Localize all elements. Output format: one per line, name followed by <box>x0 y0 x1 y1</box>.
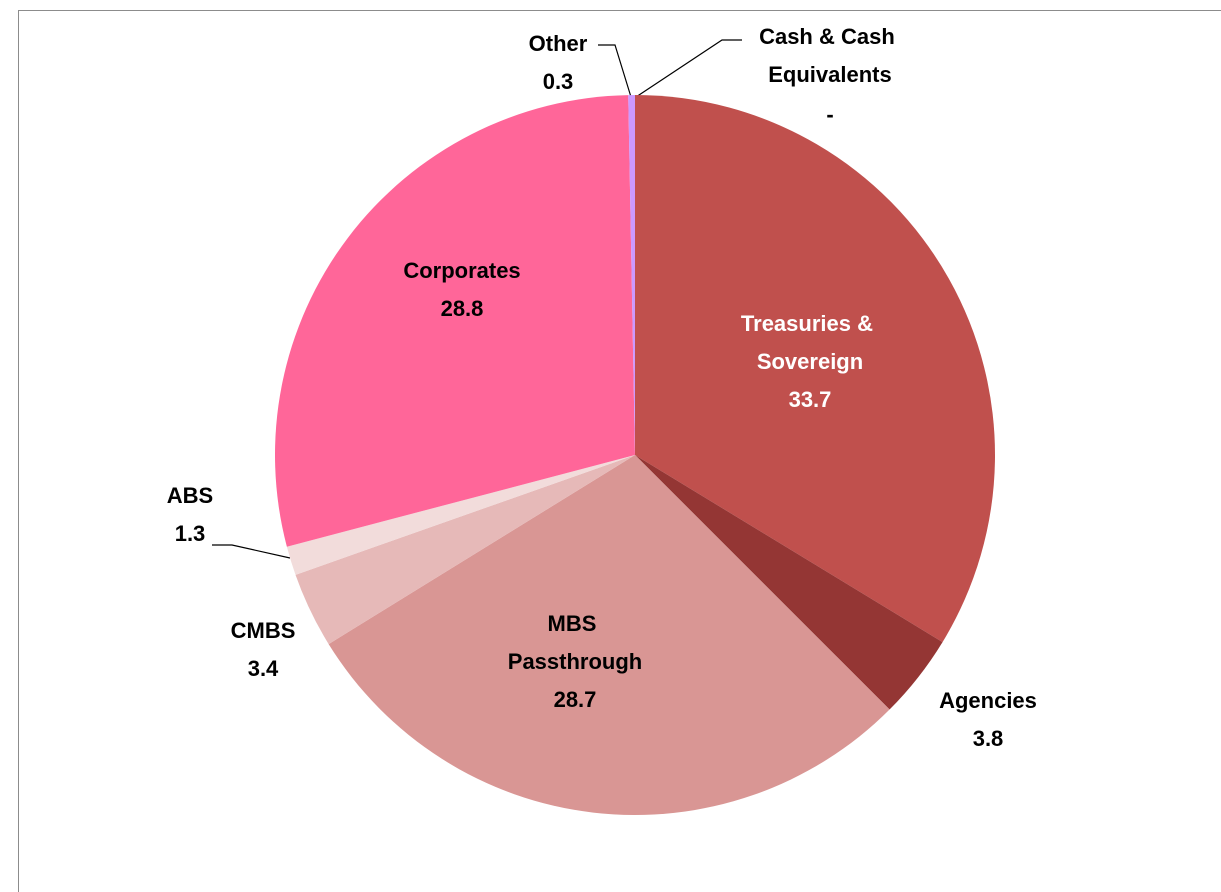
label-line: Treasuries & <box>741 311 879 336</box>
pie-slice <box>628 95 635 455</box>
slice-label: Other <box>529 31 588 56</box>
pie-slice <box>286 455 635 575</box>
pie-slice <box>295 455 635 645</box>
label-line: Passthrough <box>508 649 642 674</box>
value-label: 3.4 <box>248 656 279 681</box>
slice-label: Cash & Cash Equivalents <box>759 24 901 87</box>
leader-line <box>212 544 291 559</box>
value-label: 1.3 <box>175 521 206 546</box>
pie-slice <box>328 455 890 816</box>
label-line: MBS <box>548 611 603 636</box>
label-line: CMBS <box>231 618 296 643</box>
label-line: Other <box>529 31 588 56</box>
value-label: 3.8 <box>973 726 1004 751</box>
slice-label: ABS <box>167 483 213 508</box>
pie-slice <box>635 95 995 643</box>
slice-label: CMBS <box>231 618 296 643</box>
value-label: 28.8 <box>441 296 484 321</box>
slice-label: Corporates <box>403 258 520 283</box>
slice-label: Agencies <box>939 688 1037 713</box>
value-label: 33.7 <box>789 387 832 412</box>
label-line: ABS <box>167 483 213 508</box>
leader-line <box>635 39 742 98</box>
label-line: Agencies <box>939 688 1037 713</box>
slice-label: Treasuries & Sovereign <box>741 311 879 374</box>
label-line: Cash & Cash <box>759 24 901 49</box>
value-label: 28.7 <box>554 687 597 712</box>
leader-line <box>598 44 632 98</box>
slice-label: MBS Passthrough <box>508 611 642 674</box>
pie-slice <box>635 455 943 710</box>
value-label: - <box>826 102 833 127</box>
pie-slice <box>275 95 635 547</box>
label-line: Corporates <box>403 258 520 283</box>
value-label: 0.3 <box>543 69 574 94</box>
label-line: Equivalents <box>768 62 891 87</box>
label-line: Sovereign <box>757 349 863 374</box>
